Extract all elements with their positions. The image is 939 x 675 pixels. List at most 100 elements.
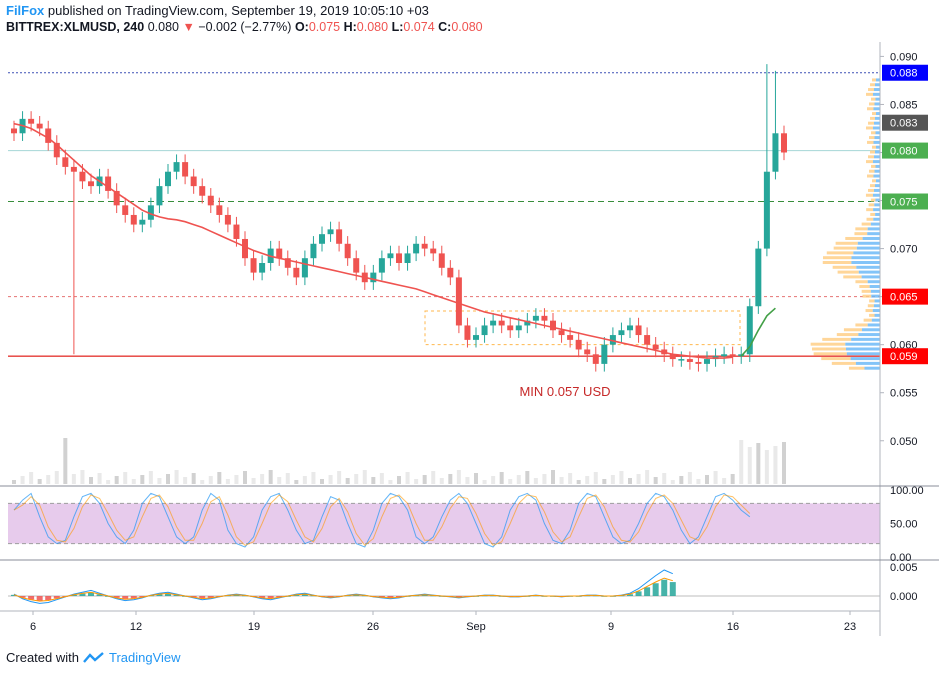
symbol-label: BITTREX:XLMUSD, 240 xyxy=(6,20,145,34)
candle-body xyxy=(190,176,197,187)
candle-body xyxy=(558,330,565,336)
macd-pane[interactable] xyxy=(8,569,880,604)
author-name[interactable]: FilFox xyxy=(6,3,45,18)
volume-bar xyxy=(46,475,51,484)
candle-body xyxy=(567,335,574,340)
candle-body xyxy=(70,166,77,172)
stoch-band xyxy=(8,503,880,544)
volume-profile-bar xyxy=(856,265,880,269)
volume-profile-bar xyxy=(867,323,880,327)
volume-bar xyxy=(166,474,170,484)
candle-body xyxy=(344,243,351,259)
price-badge xyxy=(882,114,928,131)
volume-profile-bar xyxy=(855,361,880,365)
main-pane[interactable] xyxy=(8,64,880,484)
volume-bar xyxy=(354,474,359,484)
volume-bar xyxy=(713,471,718,484)
price-badge xyxy=(882,64,928,81)
volume-profile-bar xyxy=(874,102,880,106)
candle-body xyxy=(532,315,539,321)
candle-body xyxy=(182,162,189,177)
candle-body xyxy=(370,272,377,283)
volume-profile-bar xyxy=(871,131,876,135)
candle-body xyxy=(284,258,291,268)
volume-profile-bar xyxy=(871,318,880,322)
candle-body xyxy=(729,354,736,357)
tradingview-brand[interactable]: TradingView xyxy=(108,650,181,665)
macd-tick-label: 0.005 xyxy=(890,562,918,574)
volume-bar xyxy=(337,471,342,484)
open-label: O: xyxy=(294,20,309,34)
volume-profile-bar xyxy=(858,333,880,337)
candle-body xyxy=(28,118,35,124)
volume-bar xyxy=(602,479,607,484)
price-tick-label: 0.050 xyxy=(890,436,918,448)
volume-bar xyxy=(71,474,76,484)
ohlc-legend: BITTREX:XLMUSD, 240 0.080 ▼ −0.002 (−2.7… xyxy=(6,20,483,34)
volume-bar xyxy=(619,471,624,484)
volume-profile-bar xyxy=(836,333,859,337)
volume-profile-bar xyxy=(845,342,880,346)
volume-profile-bar xyxy=(856,246,880,250)
candle-body xyxy=(644,335,651,345)
candle-body xyxy=(490,320,497,326)
axes: 0.0900.0850.0800.0750.0700.0650.0600.055… xyxy=(0,42,939,636)
macd-histogram-bar xyxy=(28,596,35,600)
candle-body xyxy=(113,190,120,206)
volume-profile-bar xyxy=(855,280,868,284)
price-badge xyxy=(882,142,928,159)
volume-bar xyxy=(260,474,265,484)
volume-bar xyxy=(89,477,93,484)
candle-body xyxy=(207,195,214,206)
candle-body xyxy=(763,171,770,249)
volume-profile-bar xyxy=(873,174,880,178)
volume-bar xyxy=(782,442,786,484)
stoch-pane[interactable] xyxy=(8,492,880,548)
candle-body xyxy=(173,162,180,172)
volume-bar xyxy=(20,476,25,484)
volume-profile-bar xyxy=(869,313,875,317)
macd-histogram-bar xyxy=(139,596,146,598)
price-badge-label: 0.080 xyxy=(890,146,918,158)
volume-bar xyxy=(439,478,444,484)
price-chart[interactable]: 0.0900.0850.0800.0750.0700.0650.0600.055… xyxy=(0,0,939,640)
volume-profile-bar xyxy=(874,155,880,159)
volume-profile-bar xyxy=(858,270,880,274)
volume-bar xyxy=(414,479,419,484)
volume-profile-bar xyxy=(870,222,880,226)
volume-profile-bar xyxy=(867,227,880,231)
volume-bar xyxy=(431,471,436,484)
candle-body xyxy=(216,205,223,215)
volume-profile-bar xyxy=(851,337,880,341)
volume-profile-bar xyxy=(854,232,868,236)
candle-body xyxy=(601,344,608,364)
stoch-tick-label: 50.00 xyxy=(890,519,918,531)
candle-body xyxy=(755,248,762,307)
volume-bar xyxy=(628,478,632,484)
volume-bar xyxy=(551,470,555,484)
candle-body xyxy=(618,330,625,336)
volume-profile-bar xyxy=(833,246,857,250)
volume-bar xyxy=(362,470,367,484)
macd-histogram-bar xyxy=(156,594,163,596)
time-tick-label: 6 xyxy=(30,621,36,633)
candle-body xyxy=(498,320,505,326)
volume-bar xyxy=(106,480,111,484)
volume-bar xyxy=(379,473,384,484)
volume-profile-bar xyxy=(867,280,880,284)
volume-profile-bar xyxy=(870,83,875,87)
volume-bar xyxy=(157,478,162,484)
candle-body xyxy=(310,243,317,259)
candle-body xyxy=(447,267,454,278)
candle-body xyxy=(772,133,779,172)
macd-histogram-bar xyxy=(79,593,86,596)
volume-profile-bar xyxy=(873,107,880,111)
volume-bar xyxy=(773,446,778,484)
candle-body xyxy=(139,219,146,225)
volume-profile-bar xyxy=(867,304,874,308)
time-tick-label: 12 xyxy=(130,621,142,633)
candle-body xyxy=(473,335,479,340)
volume-bar xyxy=(191,473,196,484)
candle-body xyxy=(233,224,240,239)
candle-body xyxy=(430,248,437,254)
